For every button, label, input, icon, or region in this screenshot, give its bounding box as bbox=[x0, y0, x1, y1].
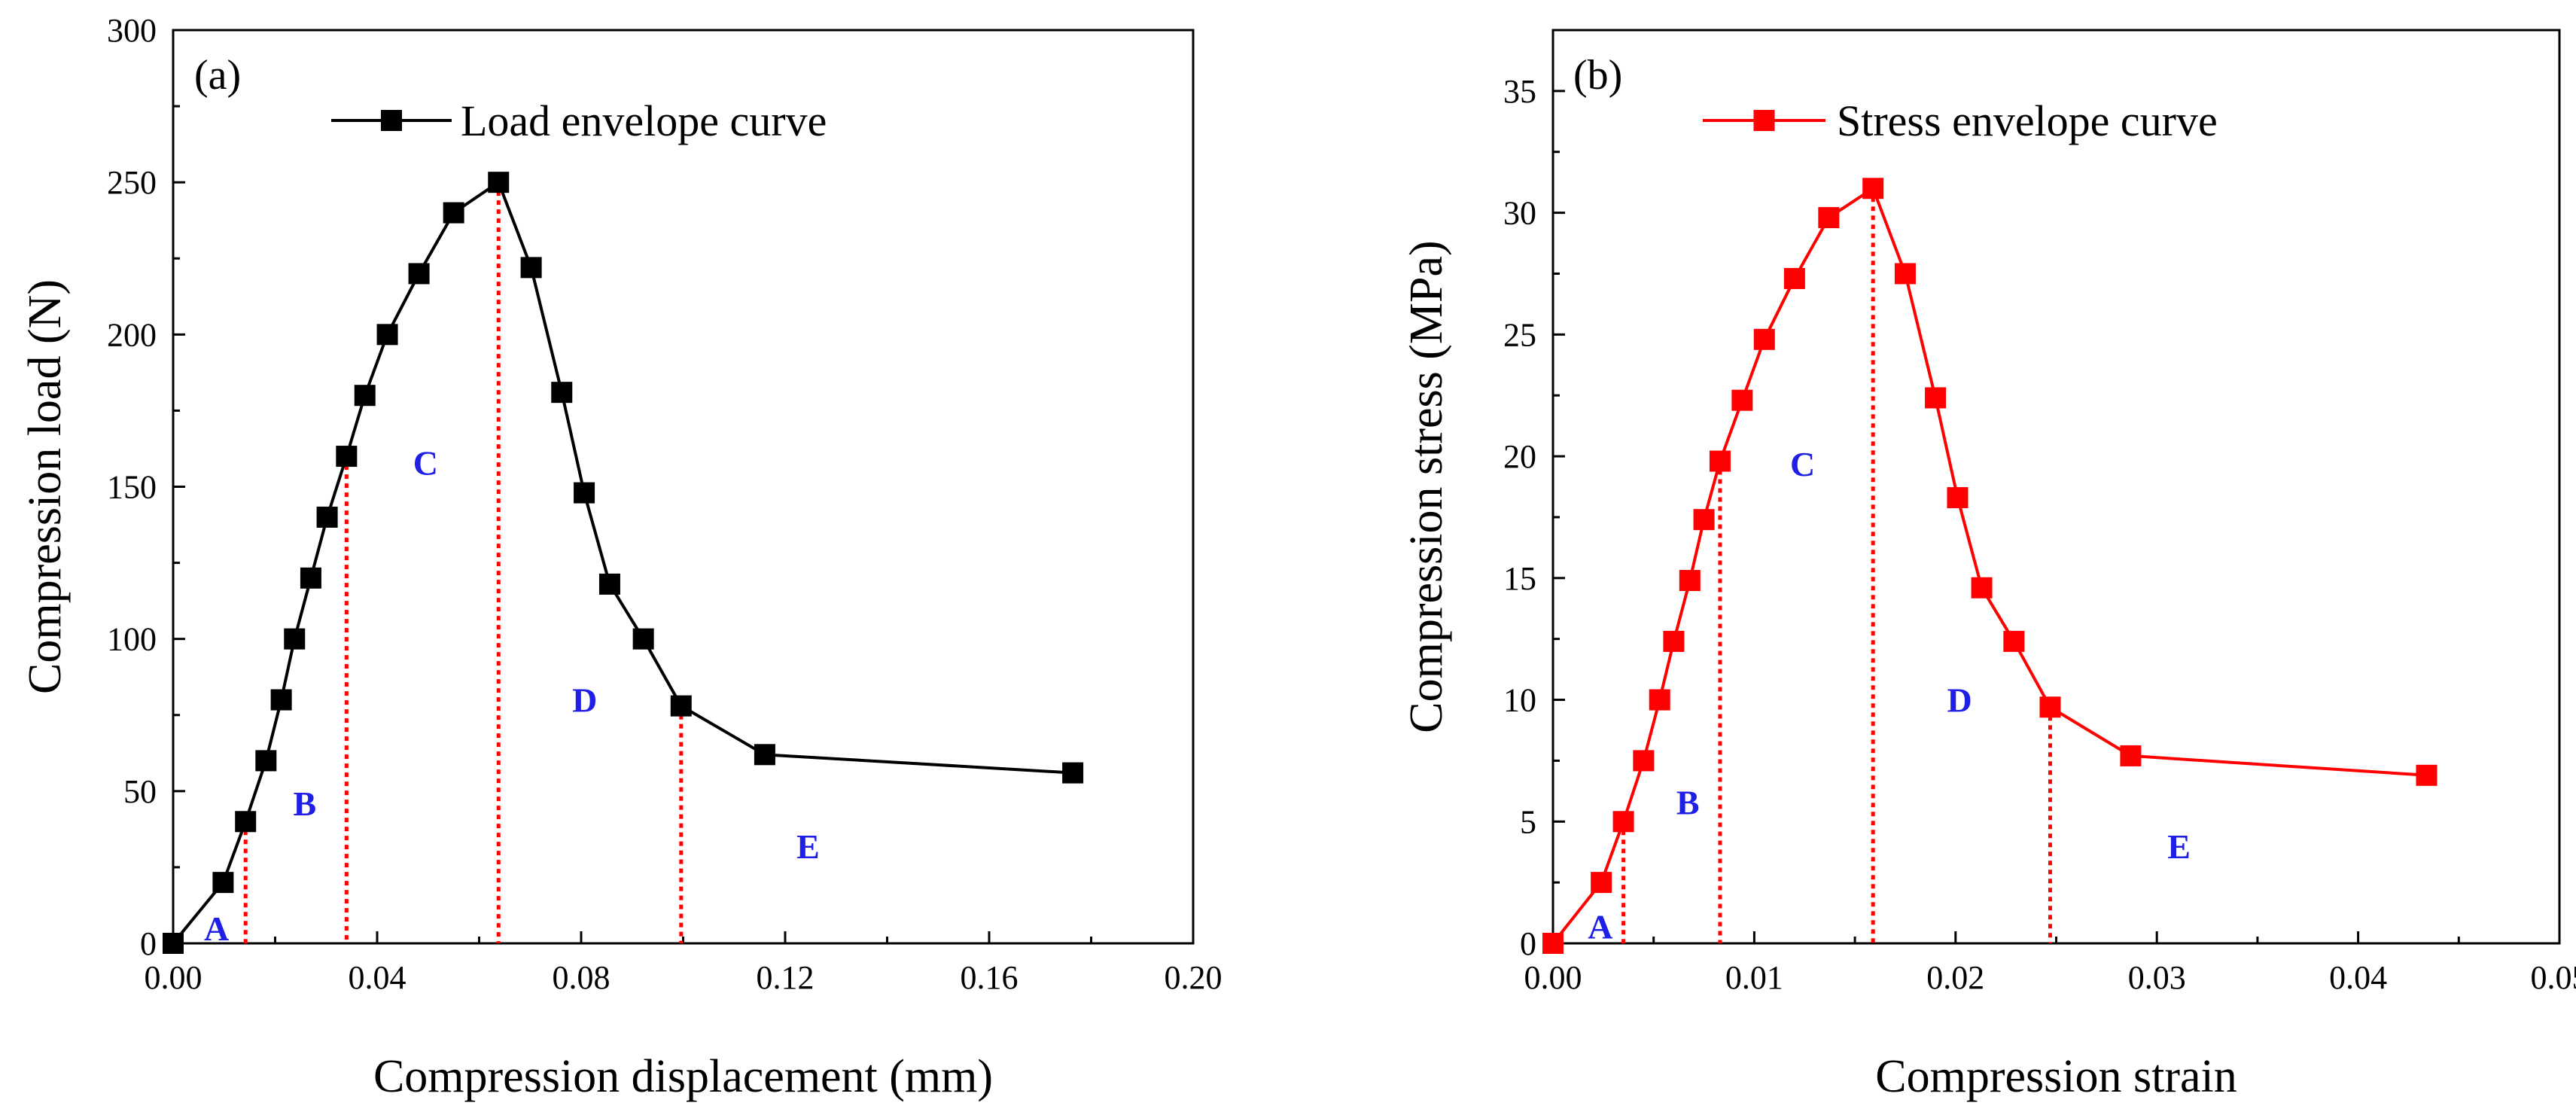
stage-label: D bbox=[572, 681, 597, 720]
data-point bbox=[1925, 387, 1946, 408]
data-point bbox=[574, 483, 595, 504]
data-point bbox=[754, 744, 775, 765]
legend-marker bbox=[381, 110, 402, 131]
x-tick-label: 0.00 bbox=[1524, 959, 1582, 996]
data-point bbox=[1710, 451, 1731, 472]
x-axis-label: Compression displacement (mm) bbox=[373, 1051, 993, 1102]
data-point bbox=[212, 872, 233, 893]
y-tick-label: 200 bbox=[107, 316, 157, 353]
y-axis-label: Compression load (N) bbox=[20, 279, 71, 694]
stage-label: C bbox=[413, 443, 438, 482]
data-point bbox=[2003, 631, 2024, 652]
y-tick-label: 250 bbox=[107, 164, 157, 201]
data-point bbox=[300, 568, 321, 589]
y-tick-label: 5 bbox=[1520, 803, 1536, 840]
panel-label: (b) bbox=[1573, 52, 1622, 99]
data-point bbox=[1895, 263, 1916, 284]
data-point bbox=[551, 382, 572, 403]
stage-label: D bbox=[1947, 681, 1972, 720]
y-tick-label: 25 bbox=[1503, 316, 1536, 353]
x-tick-label: 0.16 bbox=[961, 959, 1019, 996]
series-line bbox=[173, 182, 1073, 943]
y-axis-label: Compression stress (MPa) bbox=[1401, 240, 1452, 733]
data-point bbox=[1679, 570, 1701, 591]
data-point bbox=[2039, 696, 2060, 717]
data-point bbox=[1862, 178, 1883, 199]
y-tick-label: 50 bbox=[123, 773, 157, 810]
data-point bbox=[284, 629, 305, 650]
plot-frame bbox=[173, 30, 1193, 943]
stage-label: C bbox=[1790, 445, 1815, 483]
panel-a: 0.00 0.04 0.08 0.12 0.16 0.20 0 50 100 150 200 250 3… bbox=[20, 12, 1223, 1102]
data-point bbox=[271, 690, 292, 711]
stage-label: A bbox=[1588, 908, 1612, 946]
panel-b: 0.00 0.01 0.02 0.03 0.04 0.05 0 5 10 15 20 25 30 35 Co… bbox=[1401, 30, 2576, 1102]
data-point bbox=[2120, 745, 2141, 766]
data-point bbox=[633, 629, 654, 650]
y-tick-label: 0 bbox=[140, 925, 157, 962]
x-tick-label: 0.20 bbox=[1165, 959, 1223, 996]
data-point bbox=[1694, 509, 1715, 530]
y-tick-label: 0 bbox=[1520, 925, 1536, 962]
data-point bbox=[1947, 487, 1968, 508]
data-point bbox=[409, 263, 430, 284]
y-tick-label: 10 bbox=[1503, 682, 1536, 719]
stage-label: B bbox=[293, 784, 316, 823]
data-point bbox=[671, 696, 692, 717]
x-tick-label: 0.04 bbox=[349, 959, 406, 996]
x-axis-label: Compression strain bbox=[1875, 1051, 2236, 1102]
legend-label: Load envelope curve bbox=[461, 96, 827, 145]
data-point bbox=[255, 750, 276, 771]
data-point bbox=[488, 172, 509, 193]
data-point bbox=[1972, 577, 1993, 599]
data-point bbox=[521, 257, 542, 278]
x-tick-label: 0.04 bbox=[2329, 959, 2387, 996]
data-point bbox=[1633, 750, 1654, 771]
y-tick-label: 20 bbox=[1503, 438, 1536, 475]
data-point bbox=[163, 933, 184, 954]
y-tick-label: 30 bbox=[1503, 195, 1536, 232]
data-point bbox=[1591, 872, 1612, 893]
stage-label: E bbox=[2167, 827, 2191, 866]
series-line bbox=[1553, 188, 2427, 943]
x-tick-label: 0.03 bbox=[2128, 959, 2186, 996]
y-tick-label: 100 bbox=[107, 621, 157, 658]
x-tick-label: 0.01 bbox=[1725, 959, 1783, 996]
data-point bbox=[599, 574, 620, 595]
x-tick-label: 0.08 bbox=[553, 959, 611, 996]
legend-marker bbox=[1754, 110, 1775, 131]
data-point bbox=[377, 324, 398, 345]
y-tick-label: 300 bbox=[107, 12, 157, 49]
data-point bbox=[317, 507, 338, 528]
panel-label: (a) bbox=[194, 52, 241, 99]
x-tick-label: 0.00 bbox=[145, 959, 202, 996]
data-point bbox=[336, 446, 357, 467]
x-tick-label: 0.02 bbox=[1926, 959, 1984, 996]
stage-label: B bbox=[1676, 784, 1700, 822]
stage-label: A bbox=[204, 909, 229, 948]
data-point bbox=[355, 385, 376, 406]
stage-label: E bbox=[796, 827, 820, 866]
plot-frame bbox=[1553, 30, 2559, 943]
data-point bbox=[1663, 631, 1684, 652]
data-point bbox=[443, 203, 464, 224]
data-point bbox=[1649, 690, 1670, 711]
x-tick-label: 0.12 bbox=[757, 959, 815, 996]
x-tick-label: 0.05 bbox=[2531, 959, 2576, 996]
data-point bbox=[1613, 811, 1634, 832]
data-point bbox=[2416, 765, 2437, 786]
data-point bbox=[1062, 763, 1083, 784]
data-point bbox=[1818, 207, 1839, 228]
data-point bbox=[1542, 933, 1564, 954]
y-tick-label: 150 bbox=[107, 469, 157, 506]
data-point bbox=[1731, 390, 1752, 411]
data-point bbox=[1754, 329, 1775, 350]
data-point bbox=[235, 811, 256, 832]
y-tick-label: 35 bbox=[1503, 73, 1536, 110]
y-tick-label: 15 bbox=[1503, 560, 1536, 597]
data-point bbox=[1784, 268, 1805, 289]
legend-label: Stress envelope curve bbox=[1837, 96, 2218, 145]
